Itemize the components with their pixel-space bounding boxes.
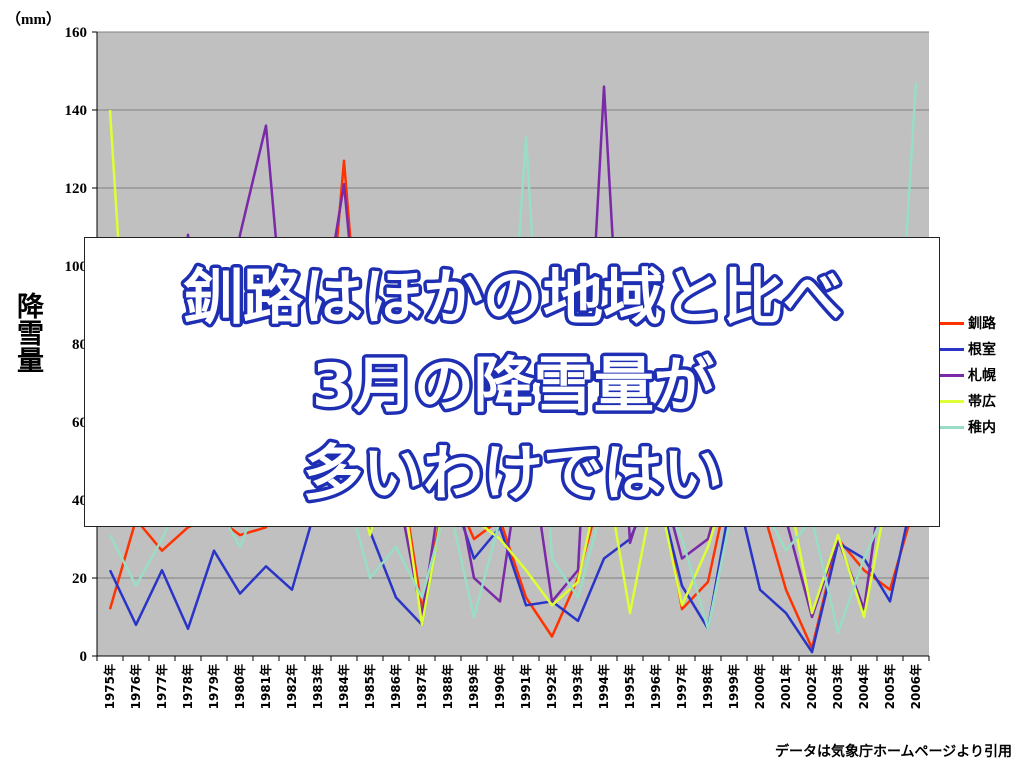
legend-label: 釧路	[968, 316, 996, 332]
x-tick-label: 1984年	[336, 664, 351, 709]
x-tick-label: 2000年	[752, 664, 767, 709]
x-tick-label: 2002年	[804, 664, 819, 709]
x-tick-label: 1981年	[258, 664, 273, 709]
y-tick-label: 20	[72, 571, 87, 587]
y-tick-label: 80	[72, 337, 87, 353]
y-tick-label: 160	[65, 25, 88, 41]
legend-item: 帯広	[940, 388, 1024, 414]
x-tick-label: 1998年	[700, 664, 715, 709]
source-note: データは気象庁ホームページより引用	[774, 744, 1012, 760]
legend-label: 札幌	[968, 368, 996, 384]
x-tick-label: 1987年	[414, 664, 429, 709]
legend-label: 帯広	[968, 394, 996, 410]
series-line-2	[108, 459, 918, 654]
legend-item: 稚内	[940, 414, 1024, 440]
legend-item: 札幌	[940, 362, 1024, 388]
x-tick-label: 1985年	[362, 664, 377, 709]
x-tick-label: 1979年	[206, 664, 221, 709]
x-tick-label: 1997年	[674, 664, 689, 709]
legend-item: 釧路	[940, 310, 1024, 336]
legend: 釧路根室札幌帯広稚内	[940, 310, 1024, 440]
y-tick-label: 100	[65, 259, 88, 275]
x-tick-label: 2006年	[908, 664, 923, 709]
x-tick-label: 1996年	[648, 664, 663, 709]
x-tick-label: 1992年	[544, 664, 559, 709]
x-tick-label: 2003年	[830, 664, 845, 709]
x-tick-label: 2004年	[856, 664, 871, 709]
y-tick-label: 60	[72, 415, 87, 431]
x-tick-label: 1977年	[154, 664, 169, 709]
x-tick-label: 1999年	[726, 664, 741, 709]
legend-swatch	[940, 373, 964, 377]
legend-label: 根室	[968, 342, 996, 358]
legend-swatch	[940, 425, 964, 429]
y-tick-label: 40	[72, 493, 87, 509]
y-axis-label: 降雪量	[12, 292, 43, 373]
y-tick-label: 140	[65, 103, 88, 119]
overlay-line-1: 釧路はほかの地域と比べ	[183, 263, 843, 333]
x-tick-label: 1995年	[622, 664, 637, 709]
y-tick-label: 120	[65, 181, 88, 197]
x-tick-label: 1983年	[310, 664, 325, 709]
legend-swatch	[940, 321, 964, 325]
x-tick-label: 1975年	[102, 664, 117, 709]
x-tick-label: 1976年	[128, 664, 143, 709]
x-tick-label: 1990年	[492, 664, 507, 709]
x-tick-label: 1989年	[466, 664, 481, 709]
unit-label: （mm）	[6, 10, 61, 28]
x-tick-label: 1988年	[440, 664, 455, 709]
x-tick-label: 2001年	[778, 664, 793, 709]
x-tick-label: 1980年	[232, 664, 247, 709]
x-tick-label: 1986年	[388, 664, 403, 709]
legend-item: 根室	[940, 336, 1024, 362]
overlay-line-3: 多いわけではい	[303, 439, 723, 509]
x-tick-label: 1982年	[284, 664, 299, 709]
legend-swatch	[940, 399, 964, 403]
overlay-message-box: 釧路はほかの地域と比べ 3月の降雪量が 多いわけではい	[84, 237, 940, 527]
x-axis-ticks: 1975年 1976年 1977年 1978年 1979年 1980年 1981年 1982年…	[96, 656, 930, 709]
x-tick-label: 1993年	[570, 664, 585, 709]
x-tick-label: 1978年	[180, 664, 195, 709]
legend-label: 稚内	[968, 420, 996, 436]
overlay-line-2: 3月の降雪量が	[312, 351, 714, 421]
legend-swatch	[940, 347, 964, 351]
y-tick-label: 0	[80, 649, 88, 665]
x-tick-label: 1991年	[518, 664, 533, 709]
x-tick-label: 2005年	[882, 664, 897, 709]
x-tick-label: 1994年	[596, 664, 611, 709]
